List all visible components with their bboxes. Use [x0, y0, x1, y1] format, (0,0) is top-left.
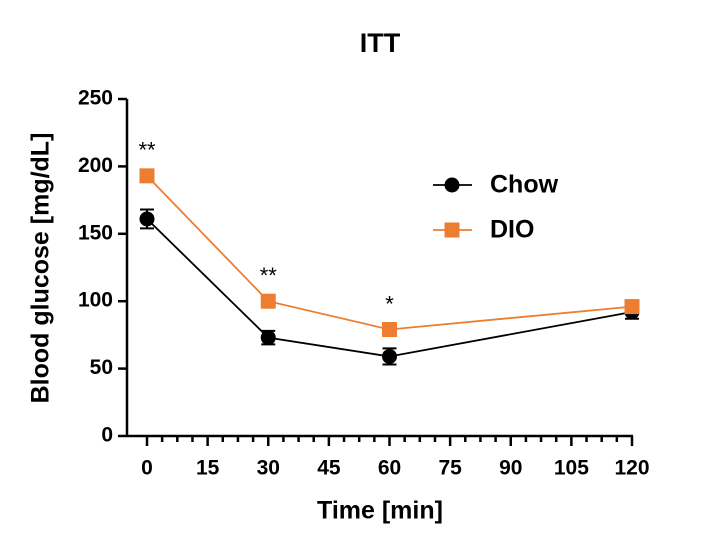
x-tick-label: 90 [499, 457, 522, 480]
legend-label: Chow [490, 171, 559, 199]
x-tick-label: 105 [554, 457, 589, 480]
legend-marker [444, 177, 460, 193]
x-axis-title: Time [min] [317, 497, 443, 525]
legend-marker [444, 222, 460, 238]
x-tick-label: 120 [614, 457, 649, 480]
marker [260, 293, 276, 309]
marker [382, 322, 397, 338]
x-tick-label: 30 [257, 457, 280, 480]
y-tick-label: 150 [78, 221, 113, 244]
y-tick-label: 250 [78, 87, 113, 110]
x-tick-label: 75 [438, 457, 462, 480]
marker [260, 330, 276, 346]
series-line [146, 175, 633, 331]
marker [139, 168, 155, 184]
x-tick-label: 60 [378, 457, 401, 480]
annotation: ** [260, 263, 278, 288]
y-tick-label: 200 [78, 154, 113, 177]
annotation: * [385, 291, 394, 316]
marker [139, 211, 155, 227]
y-tick-label: 50 [90, 356, 113, 379]
x-tick-label: 0 [141, 457, 153, 480]
y-tick-label: 100 [78, 289, 113, 312]
chart-title: ITT [360, 28, 401, 58]
x-tick-label: 45 [317, 457, 341, 480]
y-axis-title: Blood glucose [mg/dL] [27, 133, 55, 404]
annotation: ** [138, 138, 156, 163]
y-tick-label: 0 [101, 424, 113, 447]
marker [624, 299, 640, 315]
legend-label: DIO [490, 216, 534, 244]
x-tick-label: 15 [196, 457, 220, 480]
marker [382, 348, 397, 364]
series-line [146, 218, 633, 358]
